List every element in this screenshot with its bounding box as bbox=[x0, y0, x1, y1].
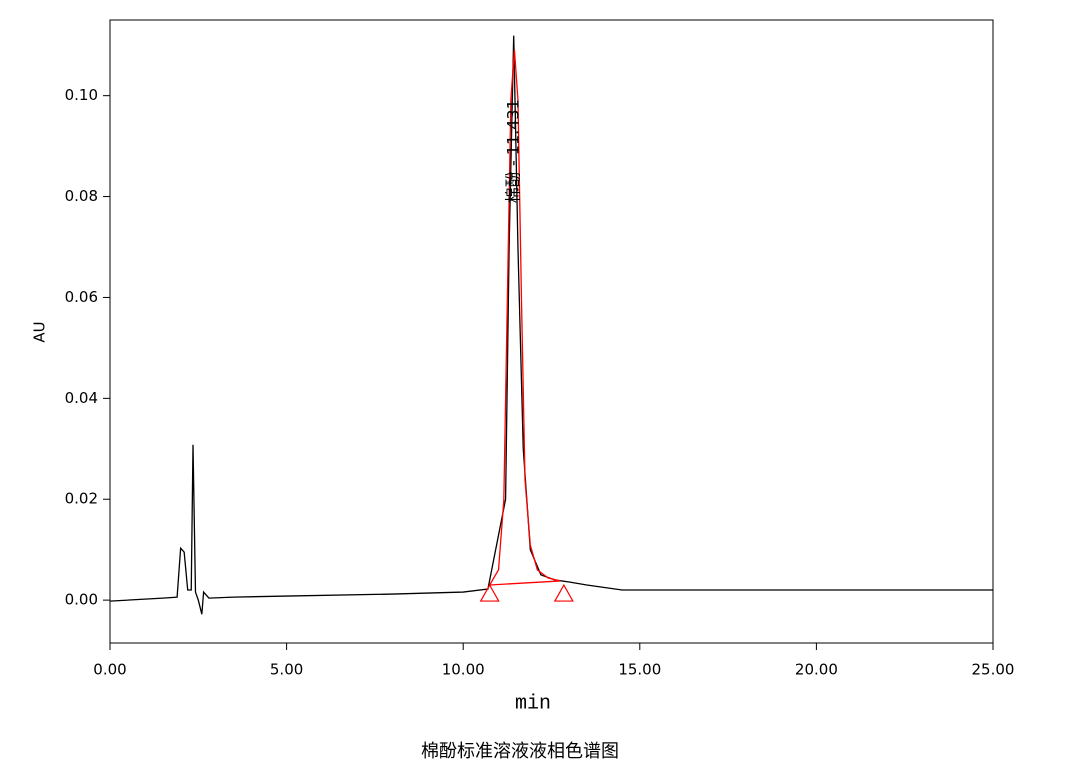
peak-marker bbox=[479, 583, 500, 602]
y-tick-label: 0.00 bbox=[65, 591, 98, 609]
peak-label: 棉酚 - 11.431 bbox=[504, 99, 523, 203]
y-tick-label: 0.04 bbox=[65, 389, 98, 407]
x-axis-label: min bbox=[515, 692, 551, 715]
x-tick-label: 0.00 bbox=[93, 661, 126, 679]
trace bbox=[489, 580, 561, 586]
x-tick-label: 20.00 bbox=[795, 661, 838, 679]
peak-marker bbox=[553, 583, 574, 602]
x-tick-label: 5.00 bbox=[270, 661, 303, 679]
y-axis-label: AU bbox=[31, 321, 49, 342]
y-tick-label: 0.10 bbox=[65, 86, 98, 104]
y-tick-label: 0.08 bbox=[65, 187, 98, 205]
x-tick-label: 15.00 bbox=[618, 661, 661, 679]
x-tick-label: 25.00 bbox=[972, 661, 1015, 679]
y-tick-label: 0.02 bbox=[65, 490, 98, 508]
trace bbox=[489, 49, 561, 586]
y-tick-label: 0.06 bbox=[65, 288, 98, 306]
trace bbox=[109, 35, 993, 615]
caption: 棉酚标准溶液液相色谱图 bbox=[421, 741, 619, 762]
plot-frame bbox=[109, 19, 994, 644]
x-tick-label: 10.00 bbox=[442, 661, 485, 679]
